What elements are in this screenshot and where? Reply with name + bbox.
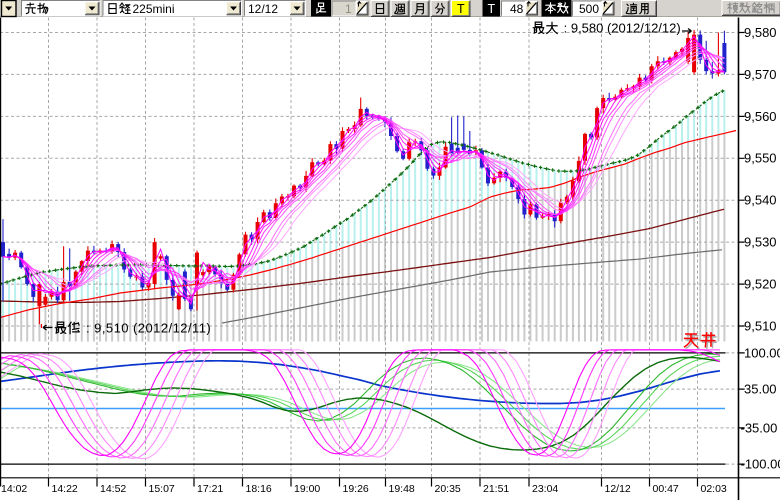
svg-text:T: T [488,2,496,16]
svg-text:20:35: 20:35 [435,483,461,495]
svg-text:9,560: 9,560 [744,109,777,124]
svg-text:9,580: 9,580 [744,25,777,40]
svg-text:-100.00: -100.00 [741,456,780,471]
svg-text:19:00: 19:00 [294,483,320,495]
svg-text:02:03: 02:03 [701,483,727,495]
svg-text:00:47: 00:47 [653,483,679,495]
svg-text:100.00: 100.00 [744,345,780,360]
svg-text:9,550: 9,550 [744,151,777,166]
svg-text:12/12: 12/12 [248,2,278,16]
svg-text:19:48: 19:48 [389,483,415,495]
svg-text:9,520: 9,520 [744,277,777,292]
svg-text:14:22: 14:22 [52,483,78,495]
svg-text:-35.00: -35.00 [741,420,778,435]
svg-text:18:16: 18:16 [246,483,272,495]
svg-text:35.00: 35.00 [744,382,777,397]
svg-text:17:21: 17:21 [197,483,223,495]
svg-text:9,510: 9,510 [744,318,777,333]
svg-text:225mini: 225mini [133,2,175,16]
svg-text:19:26: 19:26 [343,483,369,495]
svg-text:500: 500 [579,2,599,16]
svg-text:12/12: 12/12 [605,483,631,495]
svg-text:9,570: 9,570 [744,67,777,82]
svg-text:: 9,580 (2012/12/12): : 9,580 (2012/12/12) [560,21,681,36]
svg-text:23:04: 23:04 [532,483,558,495]
svg-text:1: 1 [345,2,352,16]
svg-text:T: T [457,2,465,16]
svg-text:14:02: 14:02 [1,483,27,495]
svg-text:14:52: 14:52 [100,483,126,495]
svg-text:: 9,510 (2012/12/11): : 9,510 (2012/12/11) [82,321,211,336]
svg-text:21:51: 21:51 [483,483,509,495]
svg-text:48: 48 [510,2,524,16]
svg-text:9,540: 9,540 [744,193,777,208]
svg-text:9,530: 9,530 [744,235,777,250]
svg-text:15:07: 15:07 [149,483,175,495]
